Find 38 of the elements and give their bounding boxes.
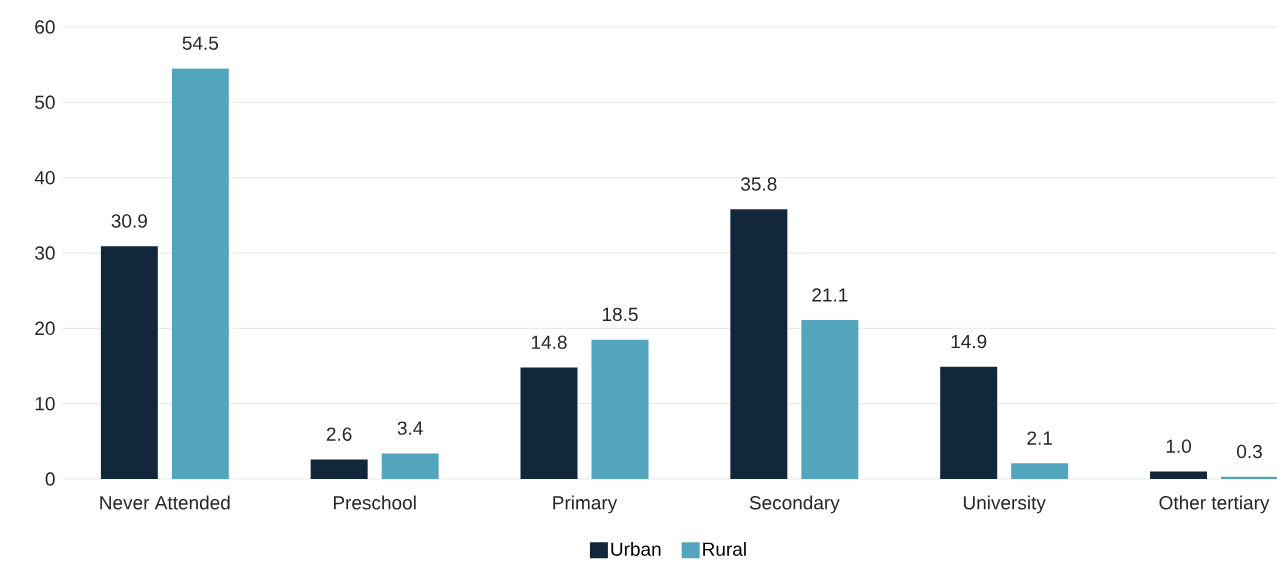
data-label: 2.1: [1027, 431, 1052, 445]
bar: [1011, 463, 1069, 479]
bar: [591, 339, 649, 479]
data-label: 14.9: [951, 334, 987, 349]
y-tick-label: 0: [45, 472, 55, 486]
bar: [310, 459, 368, 479]
data-label: 2.6: [326, 427, 352, 441]
data-label: 14.8: [531, 335, 567, 349]
bar: [730, 209, 788, 479]
data-label: 35.8: [741, 177, 777, 191]
y-tick-label: 60: [35, 20, 55, 34]
bar: [940, 366, 998, 479]
x-tick-label: University: [963, 495, 1046, 514]
bar: [171, 68, 229, 479]
y-tick-label: 30: [35, 246, 55, 260]
y-tick-label: 50: [35, 95, 55, 110]
data-label: 21.1: [812, 288, 848, 302]
legend-label: Rural: [703, 541, 746, 556]
data-label: 30.9: [111, 214, 147, 228]
data-label: 18.5: [602, 307, 638, 322]
bar: [520, 367, 578, 479]
x-tick-label: Never Attended: [100, 495, 230, 510]
bar: [381, 453, 439, 479]
x-tick-label: Primary: [553, 495, 618, 514]
x-tick-label: Other tertiary: [1159, 495, 1270, 514]
data-label: 0.3: [1237, 444, 1262, 459]
bar: [801, 320, 859, 479]
data-label: 1.0: [1166, 439, 1191, 453]
y-tick-label: 20: [35, 321, 55, 336]
y-tick-label: 40: [34, 170, 55, 185]
y-tick-label: 10: [35, 396, 55, 411]
data-label: 3.4: [397, 421, 423, 435]
x-tick-label: Secondary: [749, 495, 840, 514]
bar: [1150, 471, 1208, 479]
data-label: 54.5: [182, 36, 219, 50]
x-tick-label: Preschool: [333, 495, 416, 510]
bar: [100, 246, 158, 479]
legend-label: Urban: [611, 541, 661, 556]
